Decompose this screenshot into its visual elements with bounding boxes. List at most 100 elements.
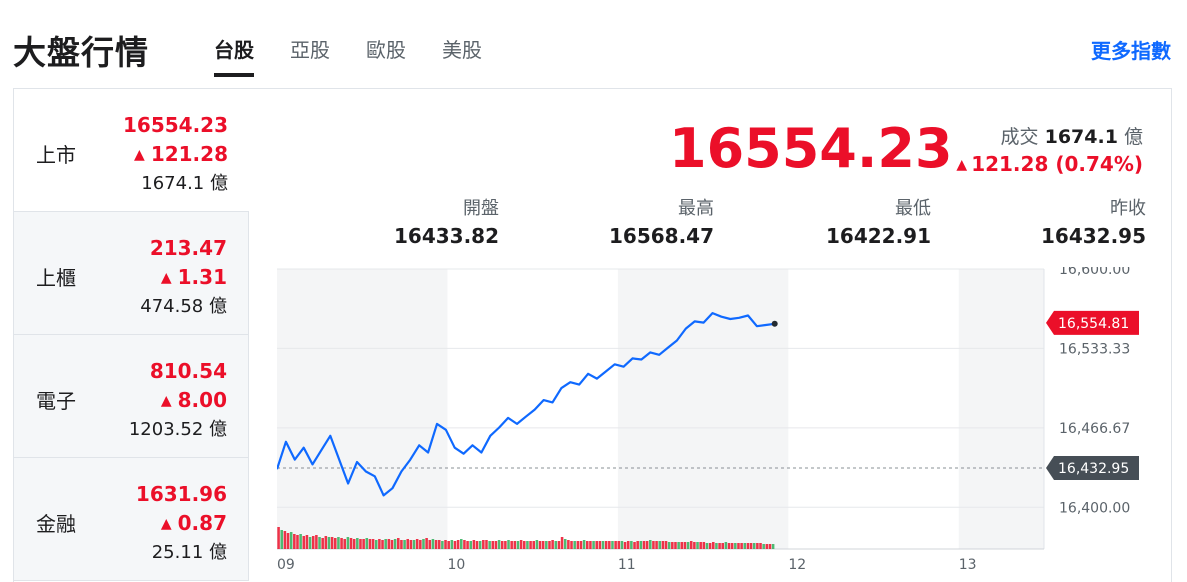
volume-bar [441, 541, 444, 549]
index-change: ▲ 0.87 [161, 511, 227, 535]
volume-bar [456, 540, 460, 549]
index-list: 上市 16554.23 ▲ 121.28 1674.1 億 上櫃 213.47 ▲… [14, 89, 249, 581]
stat-prev-label: 昨收 [1110, 198, 1147, 219]
tab-europe[interactable]: 歐股 [366, 38, 406, 62]
trade-volume-value: 1674.1 [1044, 126, 1118, 148]
volume-bar [538, 541, 542, 549]
volume-bar [516, 541, 520, 549]
index-item-otc[interactable]: 上櫃 213.47 ▲ 1.31 474.58 億 [14, 212, 249, 335]
index-price: 1631.96 [135, 482, 227, 506]
y-tick-label: 16,533.33 [1059, 341, 1130, 357]
stat-low-value: 16422.91 [826, 224, 932, 248]
volume-bar [570, 541, 573, 549]
chart-hour-band [277, 269, 448, 549]
volume-bar [378, 539, 381, 549]
volume-bar [343, 539, 346, 549]
volume-bar [683, 542, 687, 549]
volume-bar [469, 541, 472, 549]
volume-bar [567, 540, 570, 549]
stat-high: 最高 16568.47 [609, 194, 714, 248]
volume-bar [573, 541, 576, 549]
volume-bar [541, 541, 545, 549]
tab-us[interactable]: 美股 [442, 38, 482, 62]
volume-bar [664, 541, 668, 549]
volume-bar [393, 539, 397, 549]
volume-bar [412, 540, 416, 549]
volume-bar [730, 543, 734, 549]
stat-prev-value: 16432.95 [1041, 224, 1147, 248]
volume-bar [721, 543, 724, 549]
volume-bar [579, 541, 583, 549]
volume-bar [705, 543, 709, 549]
up-arrow-icon: ▲ [160, 393, 172, 409]
last-point-marker [771, 320, 778, 327]
stat-prev-close: 昨收 16432.95 [1041, 194, 1146, 248]
market-tabs: 台股 亞股 歐股 美股 [214, 34, 518, 77]
volume-bar [371, 539, 375, 549]
volume-bar [359, 539, 362, 549]
volume-bar [759, 543, 762, 549]
index-volume: 474.58 億 [140, 296, 227, 317]
index-price: 810.54 [149, 359, 227, 383]
tab-asia[interactable]: 亞股 [290, 38, 330, 62]
volume-bar [497, 540, 501, 549]
volume-bar [333, 538, 337, 549]
volume-bar [522, 541, 526, 549]
volume-bar [374, 540, 378, 549]
volume-bar [428, 540, 432, 549]
volume-bar [305, 535, 309, 549]
volume-bar [652, 541, 655, 549]
volume-bar [667, 542, 671, 549]
index-item-electronics[interactable]: 電子 810.54 ▲ 8.00 1203.52 億 [14, 335, 249, 458]
index-name: 電子 [36, 389, 76, 413]
volume-bar [551, 540, 554, 549]
page-title: 大盤行情 [13, 33, 149, 72]
volume-bar [677, 542, 680, 549]
volume-bar [437, 540, 441, 549]
volume-bar [302, 536, 306, 549]
volume-bar [434, 540, 438, 549]
volume-bar [702, 542, 706, 549]
volume-bar [431, 539, 435, 549]
volume-bar [478, 541, 482, 549]
trade-volume-unit: 億 [1123, 126, 1143, 148]
volume-bar [318, 537, 321, 549]
volume-bar [746, 543, 750, 549]
index-volume: 1203.52 億 [128, 419, 227, 440]
volume-bar [674, 542, 677, 549]
stat-open-value: 16433.82 [394, 224, 500, 248]
prev-close-tag [1046, 456, 1139, 481]
volume-bar [346, 537, 350, 549]
index-item-listed[interactable]: 上市 16554.23 ▲ 121.28 1674.1 億 [14, 89, 249, 212]
volume-bar [504, 541, 507, 549]
volume-bar [519, 540, 523, 549]
volume-bar [633, 542, 636, 549]
index-price: 16554.23 [122, 113, 228, 137]
volume-bar [453, 541, 457, 549]
volume-bar [459, 539, 463, 549]
index-change: ▲ 8.00 [161, 388, 227, 412]
volume-bar [727, 543, 731, 549]
volume-bar [286, 533, 290, 549]
intraday-chart[interactable]: 16,600.00 16,533.33 16,466.67 16,400.00 09 10… [277, 267, 1170, 577]
volume-bar [475, 541, 479, 549]
volume-bar [526, 541, 529, 549]
volume-bar [762, 544, 765, 549]
up-arrow-icon: ▲ [956, 157, 968, 173]
more-indices-link[interactable]: 更多指數 [1091, 39, 1171, 63]
volume-bar [589, 541, 592, 549]
volume-bar [532, 541, 535, 549]
x-tick-label: 10 [447, 557, 465, 573]
volume-bar [535, 540, 539, 549]
volume-bar [696, 542, 699, 549]
index-item-finance[interactable]: 金融 1631.96 ▲ 0.87 25.11 億 [14, 458, 249, 581]
volume-bar [689, 541, 693, 549]
volume-bar [311, 536, 315, 549]
index-change-value: 0.87 [177, 511, 227, 535]
price-change: ▲ 121.28 (0.74%) [956, 152, 1143, 176]
tab-taiwan[interactable]: 台股 [214, 34, 254, 77]
volume-bar [337, 537, 340, 549]
volume-bar [387, 539, 391, 549]
volume-bar [765, 544, 769, 549]
volume-bar [280, 530, 283, 549]
